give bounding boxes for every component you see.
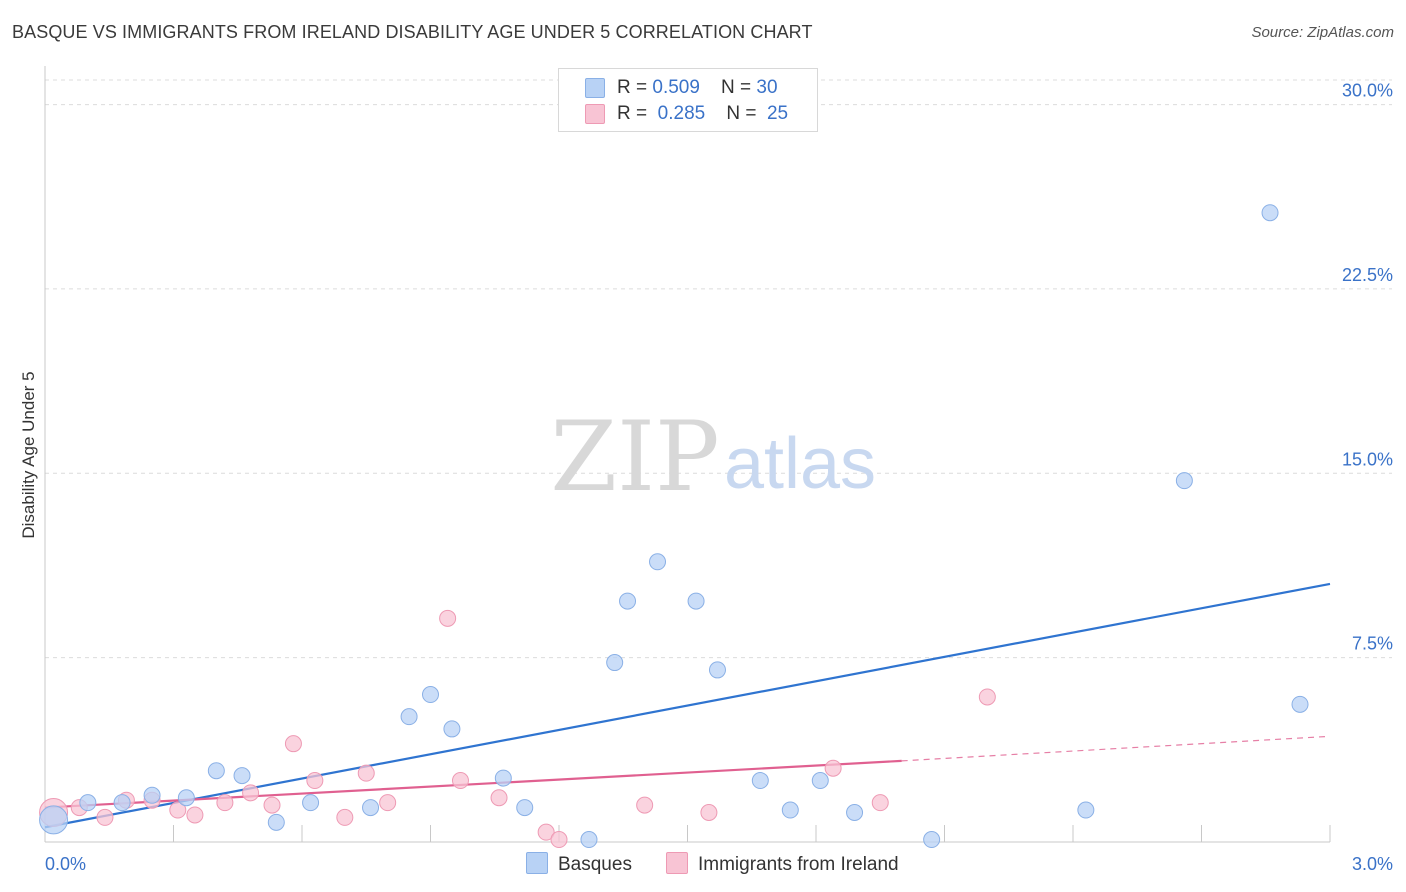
y-tick-label: 30.0% (1342, 81, 1393, 101)
bottom-legend-ireland: Immigrants from Ireland (666, 852, 899, 876)
basques-point (619, 592, 637, 610)
basques-point (400, 708, 418, 726)
x-tick-label: 0.0% (45, 854, 86, 874)
ireland-point (451, 772, 469, 790)
basques-point (811, 772, 829, 790)
basques-point (781, 801, 799, 819)
basques-point (1077, 801, 1095, 819)
basques-point (143, 786, 161, 804)
basques-point (1175, 472, 1193, 490)
basques-point (846, 804, 864, 822)
grid-lines (45, 79, 1392, 659)
chart-title: BASQUE VS IMMIGRANTS FROM IRELAND DISABI… (12, 22, 813, 42)
basques-point (1291, 695, 1309, 713)
basques-point (267, 813, 285, 831)
ireland-point (263, 796, 281, 814)
basques-point (302, 794, 320, 812)
watermark-zip: ZIP (550, 401, 719, 513)
basques-point (443, 720, 461, 738)
legend-r-value: 0.285 (657, 103, 706, 124)
ireland-point (284, 735, 302, 753)
y-tick-label: 7.5% (1352, 634, 1393, 654)
basques-point (649, 553, 667, 571)
ireland-point (636, 796, 654, 814)
ireland-trend-extension (901, 735, 1331, 762)
ireland-swatch (585, 104, 605, 124)
legend-r-value: 0.509 (652, 77, 700, 98)
ireland-point (379, 794, 397, 812)
basques-point (362, 799, 380, 817)
data-points (39, 204, 1309, 849)
basques-swatch (585, 78, 605, 98)
basques-point (708, 661, 726, 679)
basques-point (751, 772, 769, 790)
ireland-point (824, 759, 842, 777)
ireland-point (96, 808, 114, 826)
y-tick-label: 15.0% (1342, 449, 1393, 469)
ireland-point (978, 688, 996, 706)
basques-point (494, 769, 512, 787)
basques-legend-label: Basques (558, 854, 632, 875)
basques-point (79, 794, 97, 812)
watermark-atlas: atlas (724, 424, 876, 504)
basques-legend-swatch (526, 852, 548, 874)
basques-point (177, 789, 195, 807)
y-tick-label: 22.5% (1342, 265, 1393, 285)
basques-point (113, 794, 131, 812)
ireland-point (871, 794, 889, 812)
basques-point (1261, 204, 1279, 222)
legend-n-value: 25 (766, 103, 789, 124)
ireland-point (216, 794, 234, 812)
source-label: Source: ZipAtlas.com (1251, 24, 1394, 41)
ireland-point (186, 806, 204, 824)
ireland-point (336, 808, 354, 826)
ireland-point (700, 804, 718, 822)
legend-n-label: N = (726, 103, 762, 124)
basques-point (516, 799, 534, 817)
basques-point (207, 762, 225, 780)
trend-lines (44, 582, 1331, 829)
ireland-point (550, 831, 568, 849)
watermark: ZIP atlas (550, 401, 876, 513)
bottom-legend-basques: Basques (526, 852, 632, 876)
legend-n-value: 30 (756, 77, 778, 98)
y-axis-label: Disability Age Under 5 (19, 371, 38, 538)
basques-point (580, 831, 598, 849)
ireland-point (439, 609, 457, 627)
ireland-legend-label: Immigrants from Ireland (698, 854, 899, 875)
basques-point (687, 592, 705, 610)
basques-point (422, 686, 439, 704)
basques-point (233, 767, 251, 785)
legend-r-label: R = (617, 103, 653, 124)
ireland-point (242, 784, 260, 802)
ireland-point (357, 764, 375, 782)
ireland-point (169, 801, 187, 819)
basques-point (39, 805, 69, 835)
ireland-legend-swatch (666, 852, 688, 874)
legend: R = 0.509 N = 30 R = 0.285 N = 25 (558, 68, 818, 132)
basques-point (923, 831, 941, 849)
basques-trend-line (44, 582, 1331, 829)
ireland-point (490, 789, 508, 807)
legend-n-label: N = (721, 77, 757, 98)
basques-point (606, 654, 624, 672)
ireland-trend-line (44, 759, 902, 809)
legend-r-label: R = (617, 77, 653, 98)
ireland-point (306, 772, 324, 790)
x-tick-label: 3.0% (1352, 854, 1393, 874)
tick-labels: 7.5% 15.0% 22.5% 30.0% 0.0% 3.0% (45, 81, 1393, 874)
ireland-point (537, 823, 555, 841)
